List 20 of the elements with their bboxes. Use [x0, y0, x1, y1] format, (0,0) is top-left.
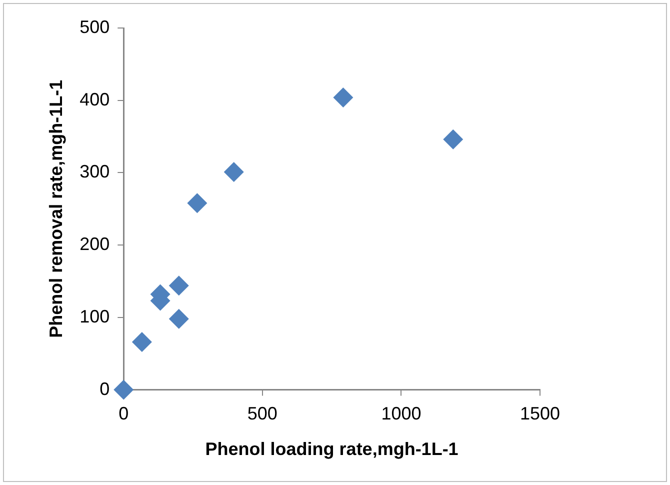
y-tick-label: 400	[80, 89, 110, 110]
x-tick-label: 500	[247, 404, 278, 424]
point	[114, 380, 134, 400]
y-axis-title: Phenol removal rate,mgh-1L-1	[46, 80, 66, 338]
y-tick-label: 500	[80, 16, 110, 37]
point	[168, 276, 189, 296]
x-tick-label: 1000	[381, 404, 422, 424]
y-tick-label: 300	[80, 162, 110, 182]
x-tick-label: 1500	[520, 404, 560, 424]
y-tick-label: 100	[80, 306, 110, 326]
point	[168, 308, 189, 329]
y-tick-label: 200	[80, 234, 110, 254]
point	[187, 193, 208, 214]
x-tick-label: 0	[118, 404, 129, 424]
point	[132, 332, 152, 352]
point	[333, 87, 354, 108]
point	[443, 129, 464, 150]
x-axis-title: Phenol loading rate,mgh-1L-1	[205, 439, 458, 460]
y-tick-label: 0	[100, 378, 110, 399]
point	[224, 162, 244, 182]
